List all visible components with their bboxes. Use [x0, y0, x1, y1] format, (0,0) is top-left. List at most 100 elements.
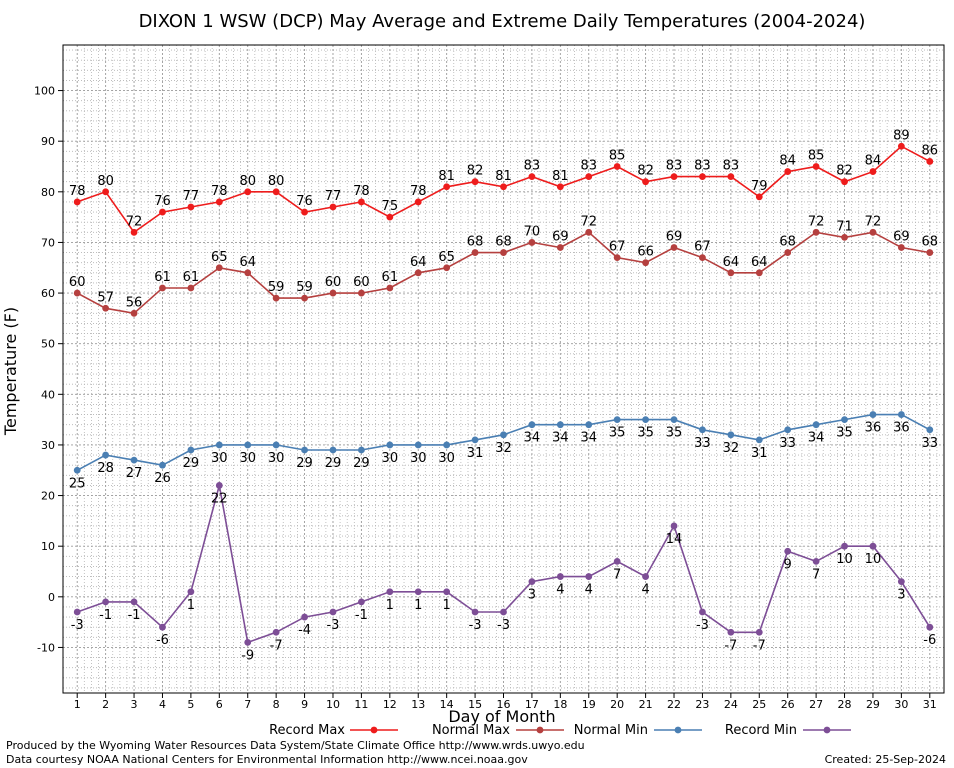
normal-min-data-label: 33 [694, 436, 711, 451]
normal-min-data-label: 36 [893, 421, 910, 436]
record-min-data-label: -3 [71, 618, 84, 633]
normal-max-point [329, 289, 337, 297]
normal-min-data-label: 35 [637, 426, 654, 441]
normal-max-data-label: 68 [495, 235, 512, 250]
record-min-data-label: 4 [641, 583, 649, 598]
x-tick-label: 23 [695, 698, 709, 711]
record-min-point [471, 608, 479, 616]
normal-min-data-label: 25 [69, 476, 86, 491]
record-max-series: 78 80 72 76 77 78 80 80 76 77 78 75 78 81 82 81 83 81 83 85… [69, 128, 939, 236]
x-tick-label: 21 [639, 698, 653, 711]
record-max-data-label: 80 [97, 174, 114, 189]
legend-marker-normal-min [674, 726, 682, 734]
record-min-data-label: -7 [753, 638, 766, 653]
record-max-point [784, 168, 792, 175]
x-tick-label: 15 [468, 698, 482, 711]
normal-max-point [73, 289, 81, 297]
y-tick-label: 100 [34, 85, 55, 98]
record-min-data-label: 7 [812, 567, 820, 582]
record-min-data-label: 1 [414, 598, 422, 613]
normal-max-data-label: 69 [552, 230, 569, 245]
record-min-point [841, 542, 848, 550]
record-min-data-label: -6 [923, 633, 936, 648]
normal-min-data-label: 29 [353, 456, 370, 471]
y-tick-label: 30 [41, 439, 55, 452]
record-min-point [130, 598, 138, 606]
record-max-point [414, 198, 422, 206]
normal-min-point [812, 421, 820, 429]
normal-min-data-label: 28 [97, 461, 114, 476]
record-max-data-label: 78 [69, 184, 86, 199]
record-max-point [869, 168, 877, 175]
normal-min-point [386, 441, 394, 449]
normal-max-data-label: 70 [524, 224, 541, 239]
record-min-point [670, 522, 678, 530]
record-max-point [443, 183, 451, 191]
normal-min-point [443, 441, 451, 449]
chart-title: DIXON 1 WSW (DCP) May Average and Extrem… [139, 11, 866, 32]
y-tick-label: 10 [41, 540, 55, 553]
x-tick-label: 22 [667, 698, 681, 711]
legend-label-normal-max: Normal Max [432, 723, 510, 738]
x-tick-label: 7 [244, 698, 251, 711]
record-max-data-label: 83 [694, 159, 711, 174]
x-axis-label: Day of Month [448, 707, 555, 726]
x-tick-label: 24 [724, 698, 738, 711]
normal-max-data-label: 72 [865, 214, 882, 229]
normal-max-point [528, 239, 536, 246]
record-max-data-label: 86 [922, 143, 939, 158]
record-min-point [528, 578, 536, 586]
record-max-data-label: 84 [779, 154, 796, 169]
record-max-point [727, 173, 735, 181]
normal-min-data-label: 34 [808, 431, 825, 446]
normal-min-data-label: 31 [751, 446, 768, 461]
record-max-data-label: 78 [410, 184, 427, 199]
x-tick-label: 9 [301, 698, 308, 711]
record-max-data-label: 80 [239, 174, 256, 189]
normal-max-point [244, 269, 252, 277]
record-min-point [727, 628, 735, 636]
record-min-point [102, 598, 110, 606]
x-tick-label: 12 [383, 698, 397, 711]
normal-max-point [272, 294, 280, 302]
normal-min-data-label: 35 [609, 426, 626, 441]
record-max-point [187, 203, 195, 211]
record-max-data-label: 77 [183, 189, 200, 204]
normal-max-data-label: 56 [126, 295, 143, 310]
record-min-data-label: 14 [666, 532, 683, 547]
record-min-data-label: -7 [270, 638, 283, 653]
y-axis-label: Temperature (F) [1, 307, 20, 436]
normal-min-data-label: 34 [524, 431, 541, 446]
normal-min-data-label: 26 [154, 471, 171, 486]
x-tick-label: 17 [525, 698, 539, 711]
record-min-point [699, 608, 706, 616]
normal-min-data-label: 30 [211, 451, 228, 466]
normal-max-data-label: 71 [836, 219, 853, 234]
y-tick-label: 60 [41, 287, 55, 300]
record-max-point [556, 183, 564, 191]
normal-max-data-label: 68 [779, 235, 796, 250]
normal-max-point [812, 228, 820, 236]
normal-min-point [358, 446, 365, 454]
record-min-data-label: -1 [128, 608, 141, 623]
legend-marker-normal-max [536, 726, 544, 734]
normal-min-data-label: 29 [296, 456, 313, 471]
record-min-data-label: 10 [836, 552, 853, 567]
normal-max-point [187, 284, 195, 292]
normal-max-point [869, 228, 877, 236]
normal-max-data-label: 66 [637, 245, 654, 260]
record-min-data-label: 22 [211, 491, 228, 506]
record-min-data-label: -1 [355, 608, 368, 623]
normal-min-data-label: 30 [382, 451, 399, 466]
normal-min-point [613, 416, 621, 424]
y-tick-label: 90 [41, 135, 55, 148]
normal-max-data-label: 61 [154, 270, 171, 285]
x-tick-label: 13 [411, 698, 425, 711]
record-max-data-label: 78 [353, 184, 370, 199]
normal-max-point [926, 249, 934, 256]
y-tick-label: 80 [41, 186, 55, 199]
record-max-point [642, 178, 649, 186]
normal-max-point [784, 249, 792, 256]
record-min-point [869, 542, 877, 550]
